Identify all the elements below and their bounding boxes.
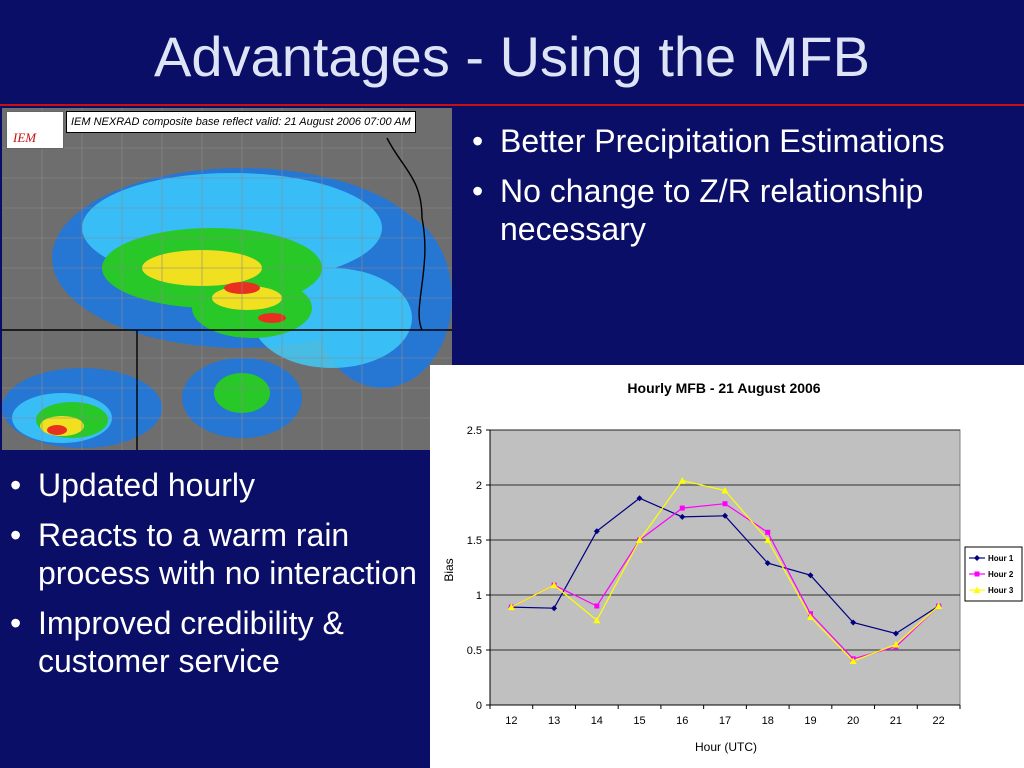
legend-label: Hour 2 xyxy=(988,570,1014,579)
x-tick-label: 20 xyxy=(847,715,859,727)
legend-label: Hour 3 xyxy=(988,586,1014,595)
data-point xyxy=(850,619,857,626)
data-point xyxy=(892,630,899,637)
data-point xyxy=(679,505,685,511)
x-tick-label: 14 xyxy=(591,715,603,727)
y-tick-label: 2 xyxy=(476,480,482,492)
bullet-item: Better Precipitation Estimations xyxy=(466,122,1014,160)
x-tick-label: 21 xyxy=(890,715,902,727)
bullet-item: No change to Z/R relationship necessary xyxy=(466,172,1014,248)
legend-label: Hour 1 xyxy=(988,554,1014,563)
x-tick-label: 13 xyxy=(548,715,560,727)
data-point xyxy=(849,657,857,664)
bullet-item: Improved credibility & customer service xyxy=(4,604,424,680)
y-tick-label: 0 xyxy=(476,700,482,712)
data-point xyxy=(807,572,814,579)
mfb-chart-panel: Hourly MFB - 21 August 2006 0 0.5 1 1.5 2 2.5… xyxy=(430,365,1024,768)
x-tick-label: 15 xyxy=(633,715,645,727)
data-point xyxy=(721,487,729,494)
y-tick-label: 0.5 xyxy=(467,645,482,657)
data-point xyxy=(678,477,686,484)
data-point xyxy=(722,512,728,519)
x-tick-label: 19 xyxy=(804,715,816,727)
x-axis-label: Hour (UTC) xyxy=(695,740,757,754)
x-tick-label: 17 xyxy=(719,715,731,727)
data-point xyxy=(636,495,643,502)
bullet-item: Updated hourly xyxy=(4,466,424,504)
data-point xyxy=(765,529,771,535)
y-tick-label: 1 xyxy=(476,590,482,602)
radar-caption: IEM NEXRAD composite base reflect valid:… xyxy=(66,111,416,133)
data-point xyxy=(679,513,686,520)
x-tick-label: 22 xyxy=(933,715,945,727)
plot-area xyxy=(489,429,961,706)
radar-map-graphic xyxy=(2,108,452,450)
data-point xyxy=(806,613,814,620)
data-point xyxy=(593,528,600,535)
data-point xyxy=(722,501,728,507)
data-point xyxy=(550,581,558,589)
y-tick-label: 1.5 xyxy=(467,535,482,547)
y-axis-label: Bias xyxy=(442,558,456,581)
data-point xyxy=(764,536,772,543)
x-tick-label: 16 xyxy=(676,715,688,727)
x-tick-label: 18 xyxy=(762,715,774,727)
data-point xyxy=(636,536,644,543)
data-point xyxy=(507,603,515,611)
data-point xyxy=(764,560,771,567)
x-tick-label: 12 xyxy=(505,715,517,727)
data-point xyxy=(892,641,900,648)
iem-logo-text: IEM xyxy=(13,130,37,145)
bullet-list-left: Updated hourly Reacts to a warm rain pro… xyxy=(4,466,424,692)
data-point xyxy=(973,586,981,593)
title-divider xyxy=(0,104,1024,106)
data-point xyxy=(935,602,943,609)
radar-map-image: IEM IEM NEXRAD composite base reflect va… xyxy=(2,108,452,450)
data-point xyxy=(593,616,601,624)
bullet-item: Reacts to a warm rain process with no in… xyxy=(4,516,424,592)
data-point xyxy=(974,555,980,561)
mfb-line-chart: Hourly MFB - 21 August 2006 0 0.5 1 1.5 2 2.5… xyxy=(442,380,1023,754)
data-point xyxy=(974,571,980,577)
data-point xyxy=(551,605,558,612)
iem-logo: IEM xyxy=(6,111,64,149)
data-point xyxy=(594,603,600,609)
chart-title: Hourly MFB - 21 August 2006 xyxy=(627,380,820,396)
y-tick-label: 2.5 xyxy=(467,425,482,437)
slide-title: Advantages - Using the MFB xyxy=(154,25,870,88)
bullet-list-right: Better Precipitation Estimations No chan… xyxy=(466,122,1014,260)
